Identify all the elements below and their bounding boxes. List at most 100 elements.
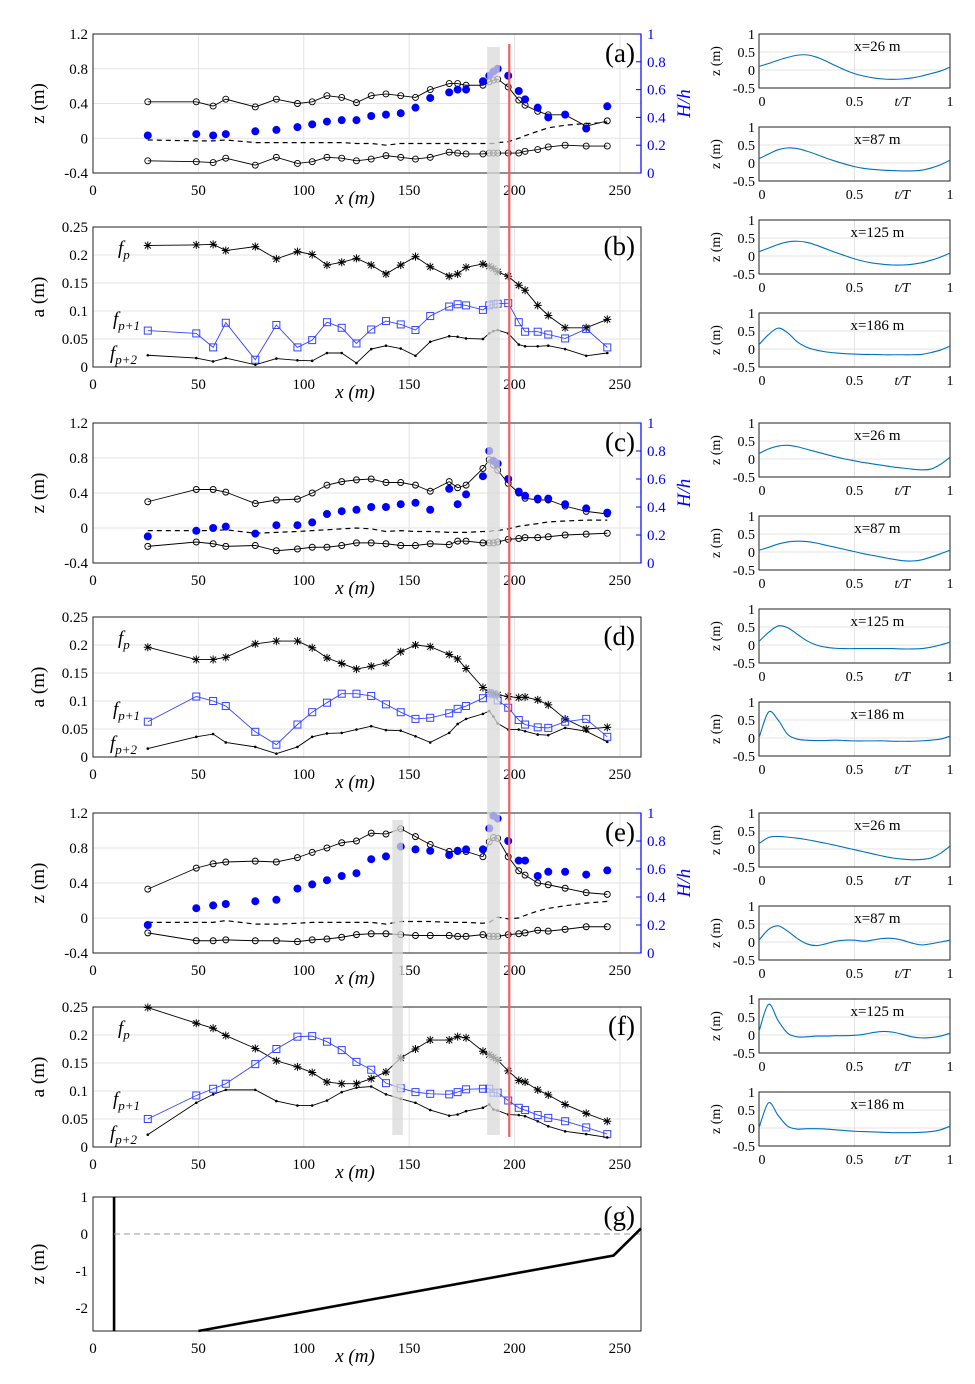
data-point bbox=[546, 1124, 550, 1128]
data-point bbox=[293, 637, 302, 646]
data-point bbox=[514, 1076, 523, 1085]
axes-box bbox=[758, 998, 951, 1054]
data-point bbox=[222, 488, 230, 496]
x-tick-label: 50 bbox=[191, 183, 206, 199]
data-point bbox=[308, 158, 316, 166]
data-point bbox=[322, 1078, 331, 1087]
data-point bbox=[478, 845, 487, 854]
series-h-h bbox=[143, 64, 612, 140]
data-point bbox=[367, 1074, 376, 1083]
x-tick-label: 1 bbox=[947, 188, 954, 203]
data-point bbox=[381, 658, 390, 667]
data-point bbox=[445, 80, 453, 87]
data-point bbox=[337, 323, 346, 332]
data-point bbox=[445, 478, 453, 486]
y-tick-label: 0.5 bbox=[738, 714, 756, 729]
x-axis-label: t/T bbox=[894, 670, 911, 685]
data-point bbox=[381, 317, 390, 326]
data-point bbox=[582, 923, 590, 931]
y2-tick-label: 0.8 bbox=[647, 55, 666, 71]
data-point bbox=[544, 700, 553, 709]
data-point bbox=[478, 683, 487, 692]
data-point bbox=[412, 542, 419, 549]
data-point bbox=[534, 534, 542, 542]
data-point bbox=[517, 343, 521, 346]
x-tick-label: 0.5 bbox=[846, 670, 864, 685]
data-point bbox=[561, 867, 570, 876]
station-label: x=26 m bbox=[854, 39, 901, 55]
series-label-fp+2: fp+2 bbox=[110, 343, 138, 367]
data-point bbox=[367, 829, 375, 837]
data-point bbox=[308, 936, 316, 944]
data-point bbox=[478, 259, 487, 268]
y-tick-label: 0 bbox=[748, 250, 755, 265]
data-point bbox=[462, 481, 470, 489]
data-point bbox=[479, 853, 487, 861]
data-point bbox=[453, 846, 462, 855]
data-point bbox=[353, 539, 360, 547]
series-fp+2: fp+2 bbox=[110, 328, 609, 367]
data-point bbox=[222, 542, 230, 550]
data-point bbox=[411, 1045, 420, 1053]
data-point bbox=[251, 639, 260, 648]
waveform-panel-s2: 1 0.5 0 -0.5 0 0.5 1 t/T z (m) x=87 m bbox=[709, 121, 954, 203]
data-point bbox=[544, 311, 553, 320]
data-point bbox=[272, 637, 281, 646]
data-point bbox=[322, 876, 331, 885]
data-point bbox=[479, 465, 487, 472]
data-point bbox=[521, 491, 530, 500]
data-point bbox=[426, 1036, 435, 1045]
data-point bbox=[323, 935, 331, 943]
waveform-panel-s8: 1 0.5 0 -0.5 0 0.5 1 t/T z (m) x=186 m bbox=[709, 696, 954, 778]
data-point bbox=[224, 356, 228, 360]
waveform-panel-s3: 1 0.5 0 -0.5 0 0.5 1 t/T z (m) x=125 m bbox=[709, 214, 954, 296]
series-line bbox=[147, 532, 608, 552]
y-axis-label: a (m) bbox=[28, 1057, 49, 1098]
data-point bbox=[462, 85, 471, 94]
y-tick-label: 0.5 bbox=[738, 325, 756, 340]
data-point bbox=[251, 1060, 260, 1069]
data-point bbox=[428, 1108, 432, 1112]
series-mean bbox=[147, 122, 608, 146]
data-point bbox=[603, 923, 611, 931]
x-tick-label: 150 bbox=[398, 1341, 421, 1357]
data-point bbox=[464, 1109, 468, 1113]
y-tick-label: 0 bbox=[748, 157, 755, 172]
y-tick-label: 1 bbox=[748, 121, 755, 136]
data-point bbox=[603, 866, 612, 875]
y-axis-label: z (m) bbox=[709, 1104, 724, 1134]
x-axis-label: t/T bbox=[894, 95, 911, 110]
data-point bbox=[293, 247, 302, 256]
data-point bbox=[382, 930, 390, 938]
data-point bbox=[521, 327, 530, 336]
data-point bbox=[272, 858, 280, 866]
mean-line bbox=[147, 900, 608, 925]
data-point bbox=[352, 339, 361, 348]
x-tick-label: 100 bbox=[293, 183, 316, 199]
station-label: x=186 m bbox=[850, 1097, 904, 1113]
y-tick-label: 0.05 bbox=[62, 332, 88, 348]
data-point bbox=[544, 143, 552, 151]
data-point bbox=[353, 99, 360, 107]
mean-line bbox=[147, 122, 608, 146]
data-point bbox=[381, 110, 390, 119]
data-point bbox=[251, 897, 260, 906]
series-label-fp+1: fp+1 bbox=[113, 699, 140, 723]
x-tick-label: 150 bbox=[398, 183, 421, 199]
y-tick-label: -0.5 bbox=[733, 82, 755, 97]
y-tick-label: 0.1 bbox=[69, 694, 88, 710]
y-axis-label: z (m) bbox=[709, 528, 724, 558]
data-point bbox=[253, 1088, 257, 1092]
data-point bbox=[272, 547, 280, 555]
data-point bbox=[414, 1101, 417, 1105]
data-point bbox=[521, 693, 530, 702]
data-point bbox=[523, 729, 527, 733]
x-tick-label: 150 bbox=[398, 377, 421, 393]
surface-elevation-line bbox=[758, 835, 951, 861]
y-axis-label: z (m) bbox=[709, 714, 724, 744]
data-point bbox=[251, 355, 260, 364]
data-point bbox=[211, 732, 215, 736]
data-point bbox=[426, 487, 434, 495]
data-point bbox=[445, 302, 454, 311]
y-tick-label: 0 bbox=[748, 453, 755, 468]
